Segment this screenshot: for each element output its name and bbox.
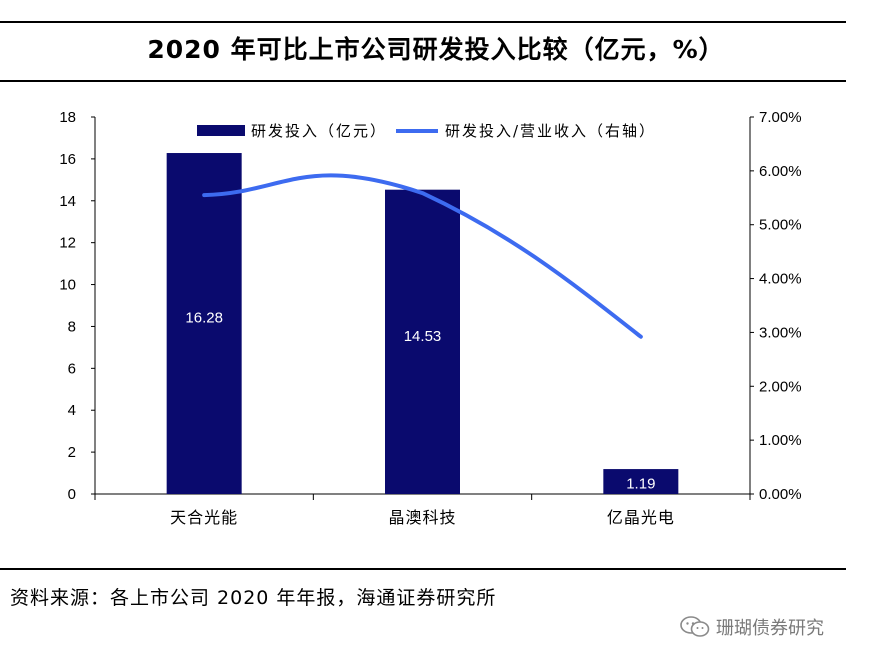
chart-title: 2020 年可比上市公司研发投入比较（亿元，%） — [147, 35, 725, 64]
right-tick-label: 6.00% — [759, 163, 802, 180]
left-tick-label: 2 — [68, 444, 76, 461]
left-tick-label: 10 — [59, 277, 76, 294]
watermark-text: 珊瑚债券研究 — [716, 618, 824, 639]
right-tick-label: 2.00% — [759, 378, 802, 395]
watermark: 珊瑚债券研究 — [680, 614, 824, 640]
right-tick-label: 0.00% — [759, 486, 802, 503]
legend-line-label: 研发投入/营业收入（右轴） — [445, 122, 656, 140]
left-tick-label: 18 — [59, 109, 76, 126]
right-tick-label: 3.00% — [759, 324, 802, 341]
top-rule — [0, 21, 846, 23]
bar-value-label: 16.28 — [185, 310, 223, 327]
left-tick-label: 16 — [59, 151, 76, 168]
left-tick-label: 12 — [59, 235, 76, 252]
x-category-label: 晶澳科技 — [388, 508, 456, 527]
bar — [603, 469, 679, 494]
plot-area: 0 2 4 6 8 10 12 14 16 18 0.00% 1.00% 2.00% 3.00% 4.00%… — [59, 109, 801, 527]
source-note: 资料来源：各上市公司 2020 年年报，海通证券研究所 — [10, 587, 497, 609]
right-tick-label: 7.00% — [759, 109, 802, 126]
chart: 0 2 4 6 8 10 12 14 16 18 0.00% 1.00% 2.00% 3.00% 4.00%… — [59, 109, 801, 527]
right-tick-label: 1.00% — [759, 432, 802, 449]
wechat-icon — [680, 616, 710, 637]
legend-bar-label: 研发投入（亿元） — [251, 122, 387, 140]
left-tick-label: 6 — [68, 360, 76, 377]
x-category-label: 天合光能 — [170, 508, 238, 527]
left-tick-label: 14 — [59, 193, 76, 210]
left-tick-label: 4 — [68, 402, 76, 419]
x-category-label: 亿晶光电 — [607, 508, 675, 527]
right-tick-label: 4.00% — [759, 271, 802, 288]
title-rule — [0, 80, 846, 82]
right-tick-label: 5.00% — [759, 217, 802, 234]
left-tick-label: 8 — [68, 318, 76, 335]
bar — [166, 153, 242, 494]
left-tick-label: 0 — [68, 486, 76, 503]
legend-bar-swatch — [197, 125, 245, 136]
line-series — [202, 173, 643, 339]
bar — [385, 189, 460, 494]
bottom-rule — [0, 568, 846, 570]
bar-value-label: 1.19 — [626, 476, 655, 493]
bar-value-label: 14.53 — [404, 328, 442, 345]
